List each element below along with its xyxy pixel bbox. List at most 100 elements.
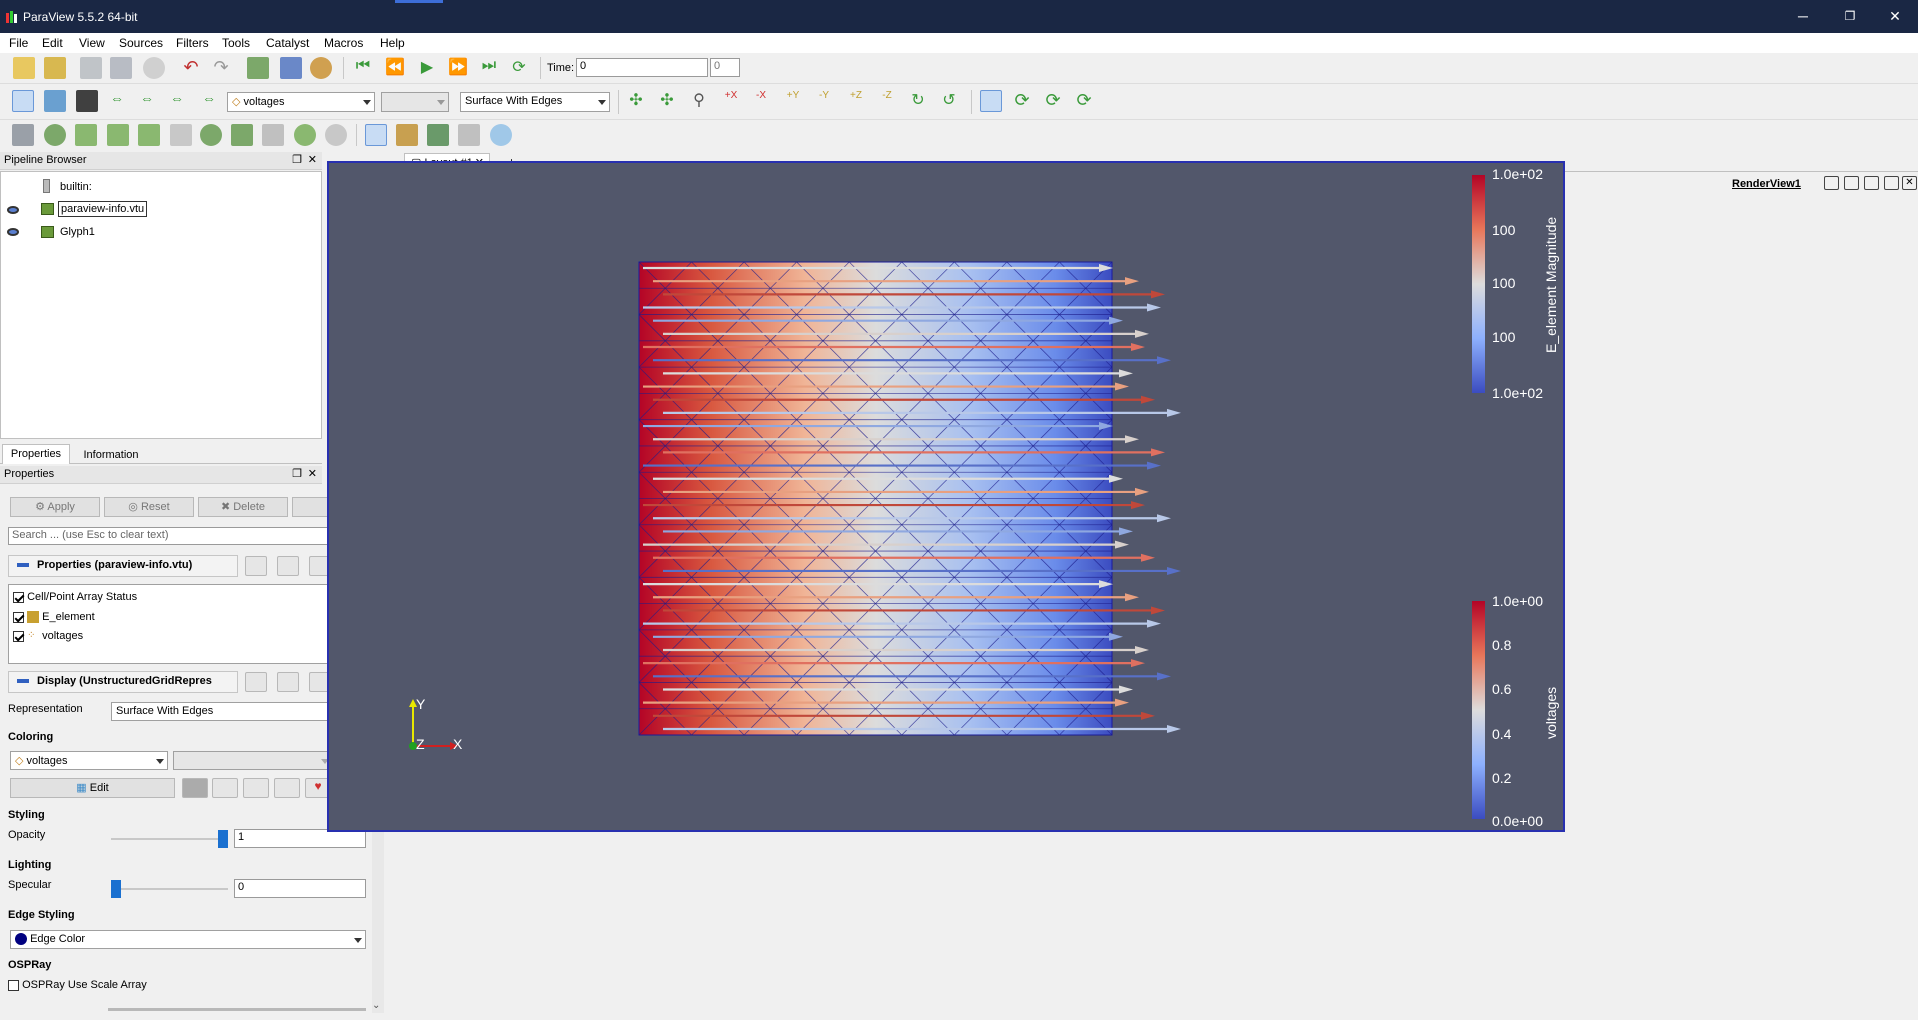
reset-camera-icon[interactable]: ✣ <box>629 92 643 109</box>
save-data-icon[interactable] <box>80 57 102 79</box>
rescale-custom-icon[interactable]: ⇔ <box>140 90 154 106</box>
menu-help[interactable]: Help <box>380 36 405 50</box>
calculator-icon[interactable] <box>12 124 34 146</box>
paste-display-icon[interactable] <box>277 672 299 692</box>
representation-select[interactable]: Surface With Edges <box>111 702 366 721</box>
contour-icon[interactable] <box>44 124 66 146</box>
representation-combo[interactable]: Surface With Edges <box>460 92 610 112</box>
scroll-down-icon[interactable]: ⌄ <box>372 1000 381 1011</box>
rescale-range-icon[interactable]: ⇔ <box>110 90 124 106</box>
use-separate-color-map-icon[interactable] <box>76 90 98 112</box>
colorbar-voltages[interactable] <box>1472 601 1485 819</box>
reset-center-icon[interactable]: ⟳ <box>1014 90 1030 110</box>
save-state-icon[interactable] <box>110 57 132 79</box>
ospray-scale-checkbox[interactable] <box>8 979 19 991</box>
opacity-input[interactable]: 1 <box>234 829 366 848</box>
delete-button[interactable]: ✖ Delete <box>198 497 288 517</box>
undock-icon[interactable]: ❐ <box>292 468 302 480</box>
array-item-voltages[interactable]: ⁘ voltages <box>13 630 83 642</box>
close-view-icon[interactable]: ✕ <box>1902 176 1917 190</box>
redo-icon[interactable]: ↷ <box>213 57 229 77</box>
minimize-button[interactable]: ─ <box>1798 8 1808 24</box>
tree-item-builtin[interactable]: builtin: <box>43 179 243 197</box>
menu-view[interactable]: View <box>79 36 105 50</box>
histogram-icon[interactable] <box>458 124 480 146</box>
ospray-scale-array-option[interactable]: OSPRay Use Scale Array <box>8 979 147 991</box>
component-combo[interactable] <box>381 92 449 112</box>
menu-sources[interactable]: Sources <box>119 36 164 50</box>
time-input[interactable]: 0 <box>576 58 708 77</box>
tab-information[interactable]: Information <box>83 449 139 461</box>
rescale-temporal-icon[interactable]: ⇔ <box>170 90 184 106</box>
array-status-header[interactable]: Cell/Point Array Status <box>13 591 137 603</box>
time-index-spinbox[interactable]: 0 <box>710 58 740 77</box>
menu-tools[interactable]: Tools <box>222 36 251 50</box>
menu-macros[interactable]: Macros <box>324 36 364 50</box>
properties-search-input[interactable]: Search ... (use Esc to clear text) <box>8 527 358 545</box>
threshold-icon[interactable] <box>138 124 160 146</box>
render-view[interactable]: 1.0e+02 100 100 100 1.0e+02 E_element Ma… <box>327 161 1565 832</box>
undock-view-icon[interactable] <box>1884 176 1899 190</box>
specular-slider-thumb[interactable] <box>111 880 121 898</box>
restore-button[interactable]: ❐ <box>1844 9 1856 23</box>
specular-input[interactable]: 0 <box>234 879 366 898</box>
copy-display-icon[interactable] <box>245 672 267 692</box>
menu-catalyst[interactable]: Catalyst <box>266 36 310 50</box>
coloring-array-select[interactable]: ◇ voltages <box>10 751 168 770</box>
undock-icon[interactable]: ❐ <box>292 154 302 166</box>
display-section-header[interactable]: Display (UnstructuredGridRepres <box>8 671 238 693</box>
menu-filters[interactable]: Filters <box>176 36 209 50</box>
visibility-eye-icon[interactable] <box>7 206 19 214</box>
pick-center-icon[interactable]: ⟳ <box>1045 90 1061 110</box>
edge-color-button[interactable]: Edge Color <box>10 930 366 949</box>
color-array-combo[interactable]: ◇ voltages <box>227 92 375 112</box>
rotate-minus-90-icon[interactable]: ↺ <box>942 92 956 109</box>
rescale-data-range-icon[interactable] <box>212 778 238 798</box>
snowflake-icon[interactable] <box>490 124 512 146</box>
maximize-view-icon[interactable] <box>1864 176 1879 190</box>
tree-item-glyph1[interactable]: Glyph1 <box>41 224 241 242</box>
extract-subset-icon[interactable] <box>170 124 192 146</box>
view-plus-y-icon[interactable]: +Y <box>786 90 800 101</box>
view-minus-x-icon[interactable]: -X <box>756 90 766 101</box>
zoom-to-data-icon[interactable]: ✣ <box>660 92 674 109</box>
e-element-checkbox[interactable] <box>13 611 24 623</box>
paste-properties-icon[interactable] <box>277 556 299 576</box>
group-datasets-icon[interactable] <box>294 124 316 146</box>
play-icon[interactable]: ▶ <box>420 59 434 76</box>
close-panel-icon[interactable]: ✕ <box>307 468 317 480</box>
colorbar-e-element[interactable] <box>1472 175 1485 393</box>
show-center-icon[interactable] <box>980 90 1002 112</box>
first-frame-icon[interactable]: ⏮ <box>355 57 371 74</box>
clip-icon[interactable] <box>75 124 97 146</box>
view-plus-z-icon[interactable]: +Z <box>850 90 862 101</box>
view-minus-y-icon[interactable]: -Y <box>819 90 829 101</box>
previous-frame-icon[interactable]: ⏪ <box>385 59 405 76</box>
trace-icon[interactable] <box>396 124 418 146</box>
slice-icon[interactable] <box>107 124 129 146</box>
open-icon[interactable] <box>13 57 35 79</box>
view-minus-z-icon[interactable]: -Z <box>882 90 892 101</box>
plot-over-line-icon[interactable] <box>427 124 449 146</box>
color-palette-icon[interactable] <box>310 57 332 79</box>
last-frame-icon[interactable]: ⏭ <box>481 57 497 74</box>
menu-edit[interactable]: Edit <box>42 36 63 50</box>
close-panel-icon[interactable]: ✕ <box>307 154 317 166</box>
separate-color-map-icon[interactable] <box>182 778 208 798</box>
rescale-custom-range-icon[interactable] <box>243 778 269 798</box>
opacity-slider[interactable] <box>111 830 228 848</box>
copy-properties-icon[interactable] <box>245 556 267 576</box>
find-data-icon[interactable] <box>280 57 302 79</box>
warp-vector-icon[interactable] <box>262 124 284 146</box>
split-vertical-icon[interactable] <box>1844 176 1859 190</box>
visibility-eye-icon[interactable] <box>7 228 19 236</box>
view-plus-x-icon[interactable]: +X <box>724 90 738 101</box>
open-recent-icon[interactable] <box>44 57 66 79</box>
opacity-slider-thumb[interactable] <box>218 830 228 848</box>
python-shell-icon[interactable] <box>365 124 387 146</box>
menu-file[interactable]: File <box>9 36 29 50</box>
reset-button[interactable]: ◎ Reset <box>104 497 194 517</box>
glyph-icon[interactable] <box>200 124 222 146</box>
edit-color-map-icon[interactable] <box>44 90 66 112</box>
next-frame-icon[interactable]: ⏩ <box>448 59 468 76</box>
